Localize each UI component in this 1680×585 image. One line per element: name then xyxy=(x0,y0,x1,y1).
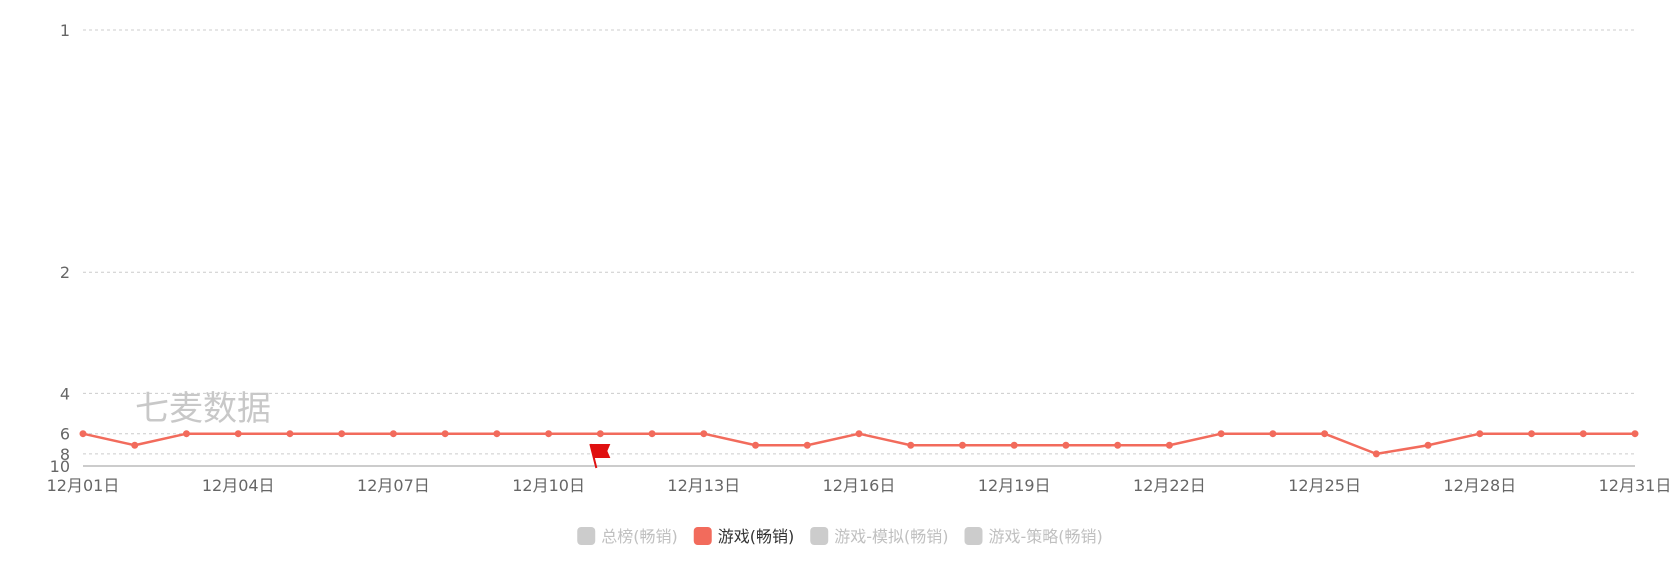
legend-label: 总榜(畅销) xyxy=(601,527,678,546)
data-point[interactable] xyxy=(1321,430,1329,438)
data-point[interactable] xyxy=(234,430,242,438)
data-point[interactable] xyxy=(752,441,760,449)
data-point[interactable] xyxy=(1476,430,1484,438)
data-point[interactable] xyxy=(389,430,397,438)
x-tick-label: 12月07日 xyxy=(357,476,430,495)
data-point[interactable] xyxy=(803,441,811,449)
data-point[interactable] xyxy=(1424,441,1432,449)
legend-item[interactable]: 游戏-策略(畅销) xyxy=(964,527,1103,546)
y-tick-label: 1 xyxy=(60,21,70,40)
data-point[interactable] xyxy=(286,430,294,438)
legend-item[interactable]: 游戏(畅销) xyxy=(693,527,795,546)
flag-icon[interactable] xyxy=(589,443,611,469)
marker-layer xyxy=(589,443,611,469)
y-tick-label: 2 xyxy=(60,263,70,282)
x-tick-label: 12月22日 xyxy=(1133,476,1206,495)
legend-swatch xyxy=(964,527,983,545)
legend: 总榜(畅销) 游戏(畅销) 游戏-模拟(畅销) 游戏-策略(畅销) xyxy=(577,527,1103,546)
data-point[interactable] xyxy=(648,430,656,438)
x-axis-ticks: 12月01日 12月04日 12月07日 12月10日 12月13日 12月16日 12月1… xyxy=(47,476,1672,495)
data-point[interactable] xyxy=(545,430,553,438)
data-point[interactable] xyxy=(596,430,604,438)
data-point[interactable] xyxy=(1528,430,1536,438)
data-point[interactable] xyxy=(1114,441,1122,449)
data-point[interactable] xyxy=(907,441,915,449)
data-point[interactable] xyxy=(700,430,708,438)
data-point[interactable] xyxy=(1372,450,1380,458)
y-tick-label: 8 xyxy=(60,445,70,464)
legend-label: 游戏-策略(畅销) xyxy=(989,527,1103,546)
y-tick-label: 10 xyxy=(50,457,70,476)
data-point[interactable] xyxy=(1165,441,1173,449)
x-tick-label: 12月31日 xyxy=(1599,476,1672,495)
legend-label: 游戏-模拟(畅销) xyxy=(834,527,948,546)
data-point[interactable] xyxy=(1217,430,1225,438)
x-tick-label: 12月04日 xyxy=(202,476,275,495)
data-point[interactable] xyxy=(1631,430,1639,438)
data-point[interactable] xyxy=(958,441,966,449)
y-tick-label: 6 xyxy=(60,425,70,444)
data-point[interactable] xyxy=(131,441,139,449)
x-tick-label: 12月28日 xyxy=(1443,476,1516,495)
data-point[interactable] xyxy=(493,430,501,438)
watermark-text: 七麦数据 xyxy=(135,389,271,429)
legend-item[interactable]: 总榜(畅销) xyxy=(577,527,678,546)
x-tick-label: 12月25日 xyxy=(1288,476,1361,495)
y-tick-label: 4 xyxy=(60,384,70,403)
data-point[interactable] xyxy=(1010,441,1018,449)
data-point[interactable] xyxy=(441,430,449,438)
x-tick-label: 12月13日 xyxy=(667,476,740,495)
data-point[interactable] xyxy=(79,430,87,438)
data-point[interactable] xyxy=(182,430,190,438)
data-point[interactable] xyxy=(1579,430,1587,438)
data-point[interactable] xyxy=(338,430,346,438)
data-point[interactable] xyxy=(1062,441,1070,449)
legend-swatch xyxy=(810,527,829,545)
legend-label: 游戏(畅销) xyxy=(718,527,795,546)
legend-swatch xyxy=(693,527,712,545)
gridlines xyxy=(83,29,1635,455)
legend-item[interactable]: 游戏-模拟(畅销) xyxy=(810,527,949,546)
legend-swatch xyxy=(577,527,596,545)
x-tick-label: 12月10日 xyxy=(512,476,585,495)
data-point[interactable] xyxy=(1269,430,1277,438)
series-layer xyxy=(79,430,1639,458)
data-point[interactable] xyxy=(855,430,863,438)
x-tick-label: 12月19日 xyxy=(978,476,1051,495)
x-tick-label: 12月16日 xyxy=(823,476,896,495)
x-tick-label: 12月01日 xyxy=(47,476,120,495)
